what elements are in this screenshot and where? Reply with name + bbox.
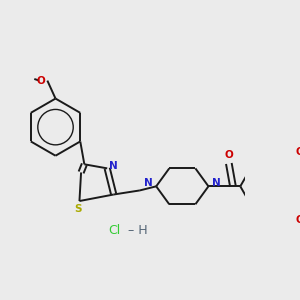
Text: O: O <box>224 150 233 160</box>
Text: N: N <box>144 178 152 188</box>
Text: N: N <box>212 178 221 188</box>
Text: O: O <box>295 215 300 225</box>
Text: Cl: Cl <box>109 224 121 236</box>
Text: O: O <box>295 147 300 158</box>
Text: N: N <box>110 161 118 171</box>
Text: – H: – H <box>124 224 148 236</box>
Text: O: O <box>36 76 45 85</box>
Text: S: S <box>74 204 82 214</box>
